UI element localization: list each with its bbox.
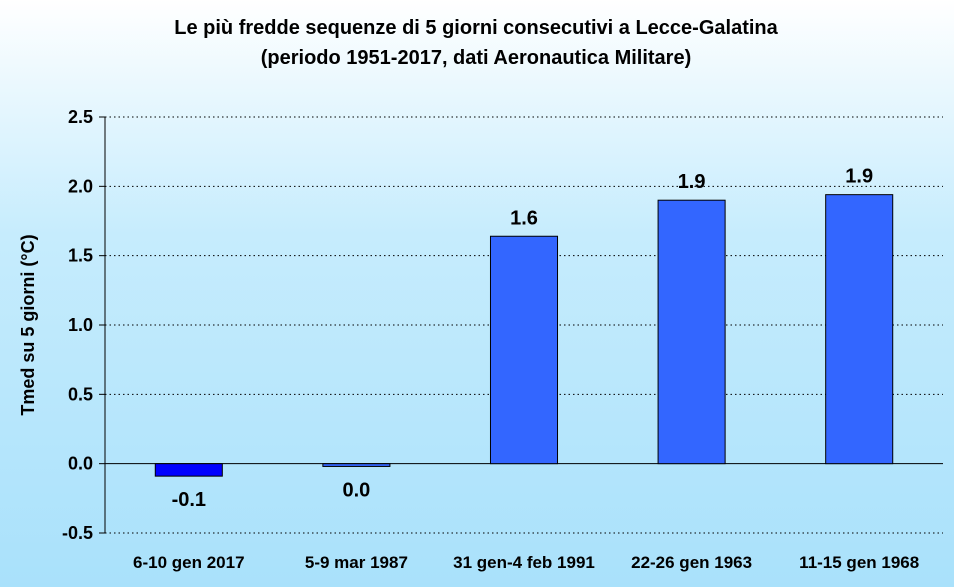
data-label: 1.9 [845,166,873,188]
chart-title-line-2: (periodo 1951-2017, dati Aeronautica Mil… [261,47,692,69]
data-label: 1.9 [678,171,706,193]
bar [825,194,894,465]
y-tick-label: 1.0 [68,315,93,335]
y-tick-label: 0.5 [68,384,93,404]
y-tick-label: 1.5 [68,246,93,266]
labels: -0.5 0.0 0.5 1.0 1.5 2.0 2.5 -0.1 6-10 gen 2017 0… [62,107,919,572]
category-label: 22-26 gen 1963 [631,553,752,572]
category-label: 11-15 gen 1968 [799,553,919,572]
bars [154,194,894,477]
category-label: 6-10 gen 2017 [133,553,245,572]
y-tick-label: 2.5 [68,107,93,127]
data-label: 0.0 [342,479,370,501]
bar [657,199,726,465]
data-label: -0.1 [172,489,206,511]
category-label: 5-9 mar 1987 [305,553,408,572]
data-label: 1.6 [510,207,538,229]
chart-title-line-1: Le più fredde sequenze di 5 giorni conse… [174,17,778,39]
y-axis-label: Tmed su 5 giorni (°C) [18,234,38,415]
bar [154,463,223,477]
category-label: 31 gen-4 feb 1991 [453,553,595,572]
y-tick-label: 0.0 [68,454,93,474]
bar [322,463,391,467]
bar [489,235,559,465]
y-tick-label: 2.0 [68,176,93,196]
y-tick-label: -0.5 [62,523,93,543]
